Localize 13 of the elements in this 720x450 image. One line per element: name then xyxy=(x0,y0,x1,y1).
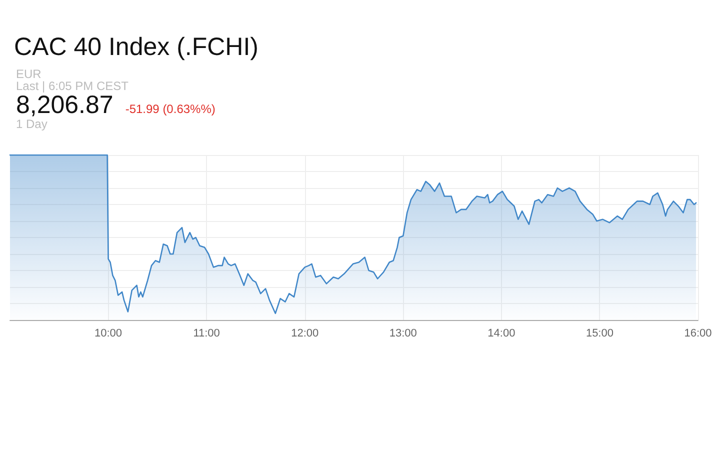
x-tick-label: 14:00 xyxy=(488,328,516,340)
x-tick-label: 16:00 xyxy=(684,328,712,340)
chart-title: CAC 40 Index (.FCHI) xyxy=(14,33,259,62)
x-tick-label: 10:00 xyxy=(94,328,122,340)
text: 8,206.87 xyxy=(16,91,114,119)
text: 1 Day xyxy=(16,117,48,131)
x-tick-label: 13:00 xyxy=(389,328,417,340)
text: -51.99 (0.63%%) xyxy=(125,102,216,116)
text: Last | 6:05 PM CEST xyxy=(16,79,130,93)
x-tick-label: 15:00 xyxy=(586,328,614,340)
x-tick-label: 11:00 xyxy=(193,328,220,340)
text: EUR xyxy=(16,67,42,81)
x-tick-label: 12:00 xyxy=(291,328,319,340)
